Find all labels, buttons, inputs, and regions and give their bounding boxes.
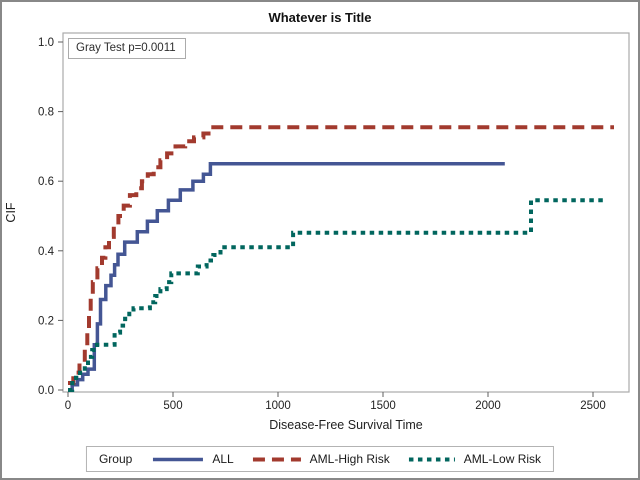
legend-label-aml-low: AML-Low Risk [463, 452, 542, 466]
series-line-1 [68, 125, 614, 385]
gray-test-annotation: Gray Test p=0.0011 [68, 38, 186, 59]
y-tick-label: 0.4 [38, 246, 55, 258]
x-tick-label: 500 [163, 400, 182, 412]
x-axis-label: Disease-Free Survival Time [269, 418, 423, 432]
legend-item-all: ALL [152, 452, 234, 466]
y-tick-label: 1.0 [38, 37, 54, 49]
legend-label-all: ALL [212, 452, 234, 466]
y-tick-label: 0.0 [38, 385, 54, 397]
y-axis-label: CIF [4, 202, 18, 223]
y-tick-label: 0.8 [38, 107, 54, 119]
chart-title: Whatever is Title [268, 10, 372, 25]
y-tick-label: 0.6 [38, 176, 54, 188]
aml-high-dash-swatch-icon [252, 457, 301, 461]
all-line-swatch-icon [153, 457, 204, 461]
legend-label-aml-high: AML-High Risk [309, 452, 390, 466]
x-tick-label: 0 [65, 400, 71, 412]
x-tick-label: 2000 [475, 400, 501, 412]
x-tick-label: 1500 [370, 400, 396, 412]
series-line-2 [68, 198, 604, 392]
series-line-0 [68, 162, 505, 392]
legend-group-label: Group [98, 452, 133, 466]
x-tick-label: 1000 [265, 400, 291, 412]
x-tick-label: 2500 [580, 400, 606, 412]
aml-low-dot-swatch-icon [408, 457, 455, 461]
legend-item-aml-high: AML-High Risk [252, 452, 390, 466]
y-tick-label: 0.2 [38, 315, 54, 327]
plot-frame [62, 32, 630, 393]
legend-item-aml-low: AML-Low Risk [408, 452, 541, 466]
legend: Group ALL AML-High Risk AML-Low Risk [85, 446, 555, 472]
